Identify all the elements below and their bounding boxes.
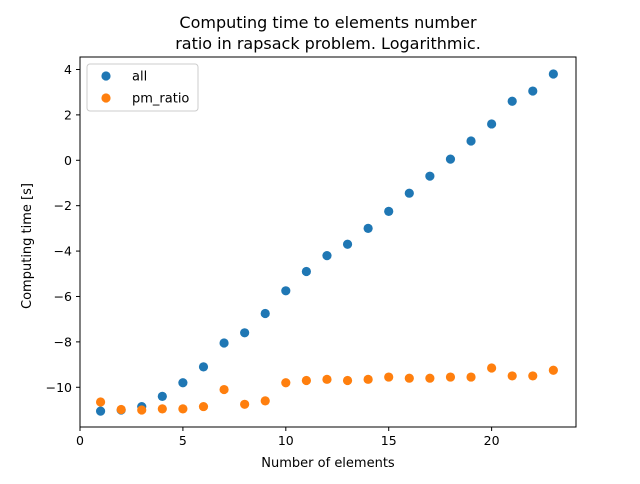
legend-label-all: all [132, 70, 147, 85]
data-point-pm-ratio-12 [322, 374, 332, 384]
plot-area [79, 56, 577, 428]
data-point-all-14 [363, 223, 373, 233]
chart-title-line-1: Computing time to elements number [179, 13, 477, 32]
y-tick-label: −2 [54, 198, 72, 213]
data-point-all-13 [342, 239, 353, 249]
data-point-all-20 [487, 119, 497, 129]
y-tick-label: −8 [54, 334, 72, 349]
legend-label-pm-ratio: pm_ratio [132, 92, 189, 107]
data-point-pm-ratio-22 [528, 371, 538, 381]
legend: all pm_ratio [86, 63, 199, 112]
data-point-pm-ratio-8 [240, 399, 250, 409]
data-point-pm-ratio-6 [198, 401, 209, 412]
data-point-all-10 [281, 286, 291, 296]
data-point-pm-ratio-18 [445, 372, 456, 382]
data-point-pm-ratio-3 [137, 405, 147, 415]
y-tick-label: −10 [46, 380, 72, 395]
data-point-pm-ratio-17 [425, 373, 435, 383]
x-tick-label: 15 [381, 433, 397, 448]
data-point-pm-ratio-19 [466, 372, 476, 382]
legend-box [86, 63, 199, 112]
data-point-all-4 [157, 391, 167, 401]
data-point-all-18 [445, 154, 456, 164]
y-tick-label: 4 [64, 62, 72, 77]
data-point-all-1 [95, 406, 106, 416]
data-point-all-12 [322, 251, 332, 261]
data-point-all-5 [178, 378, 188, 388]
data-point-all-7 [219, 338, 229, 348]
data-point-pm-ratio-14 [363, 374, 373, 384]
x-tick-label: 20 [484, 433, 500, 448]
x-axis-label: Number of elements [261, 456, 395, 471]
x-tick-label: 0 [76, 433, 84, 448]
data-point-pm-ratio-21 [507, 371, 517, 381]
data-point-all-11 [301, 266, 311, 277]
data-point-pm-ratio-10 [281, 378, 291, 388]
data-point-pm-ratio-9 [260, 396, 270, 406]
data-point-all-17 [425, 171, 435, 181]
data-point-all-21 [507, 96, 517, 106]
data-point-pm-ratio-20 [487, 363, 497, 373]
x-tick-label: 10 [278, 433, 294, 448]
data-point-all-8 [240, 328, 250, 338]
data-point-all-22 [528, 86, 538, 96]
data-point-all-15 [384, 206, 394, 216]
x-tick-label: 5 [179, 433, 187, 448]
data-point-pm-ratio-13 [342, 375, 353, 386]
data-point-pm-ratio-1 [95, 397, 106, 407]
plot-frame [79, 56, 577, 428]
legend-marker-pm-ratio [101, 93, 111, 103]
data-point-all-9 [260, 308, 270, 319]
legend-marker-all [101, 71, 111, 81]
y-tick-label: 0 [64, 153, 72, 168]
data-point-pm-ratio-4 [157, 404, 167, 414]
data-point-pm-ratio-2 [116, 404, 126, 415]
y-tick-label: −4 [54, 244, 72, 259]
data-point-pm-ratio-7 [219, 384, 229, 395]
data-point-pm-ratio-23 [548, 365, 558, 375]
data-point-all-6 [198, 362, 209, 372]
data-point-pm-ratio-15 [384, 372, 394, 382]
data-point-pm-ratio-5 [178, 404, 188, 414]
data-point-pm-ratio-11 [301, 375, 311, 386]
data-point-all-23 [548, 69, 558, 79]
data-point-all-19 [466, 136, 476, 146]
data-point-all-16 [404, 188, 414, 198]
y-axis-label: Computing time [s] [20, 183, 35, 309]
y-tick-label: 2 [64, 107, 72, 122]
chart-title-line-2: ratio in rapsack problem. Logarithmic. [175, 34, 481, 53]
data-point-pm-ratio-16 [404, 373, 414, 383]
y-tick-label: −6 [54, 289, 72, 304]
